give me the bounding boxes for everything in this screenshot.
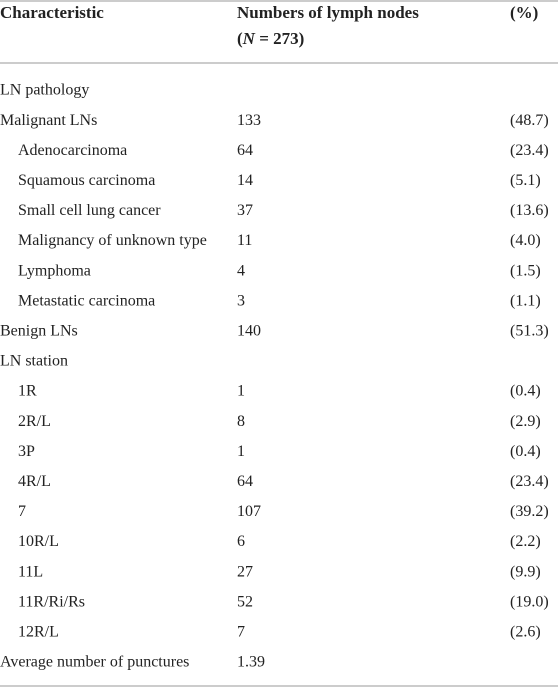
cell: (4.0) xyxy=(510,232,541,249)
cell: 10R/L xyxy=(18,533,59,550)
header-part: ( xyxy=(237,29,243,48)
cell: (1.1) xyxy=(510,292,541,309)
cell: 64 xyxy=(237,473,253,490)
cell: (1.5) xyxy=(510,262,541,279)
header-cell: Numbers of lymph nodes xyxy=(237,3,419,22)
cell: 11L xyxy=(18,563,43,580)
cell: 14 xyxy=(237,172,253,189)
header-part: N xyxy=(242,29,256,48)
cell: Metastatic carcinoma xyxy=(18,292,155,309)
cell: (23.4) xyxy=(510,142,549,159)
cell: LN station xyxy=(0,353,68,370)
header-cell: Characteristic xyxy=(0,3,104,22)
cell: (9.9) xyxy=(510,563,541,580)
cell: 7 xyxy=(237,623,245,640)
cell: (0.4) xyxy=(510,443,541,460)
cell: LN pathology xyxy=(0,82,89,99)
cell: 7 xyxy=(18,503,26,520)
cell: 52 xyxy=(237,593,253,610)
cell: 27 xyxy=(237,563,253,580)
cell: 1R xyxy=(18,383,37,400)
cell: Lymphoma xyxy=(18,262,91,279)
cell: Small cell lung cancer xyxy=(18,202,161,219)
cell: Benign LNs xyxy=(0,322,78,339)
cell: 107 xyxy=(237,503,261,520)
cell: (0.4) xyxy=(510,383,541,400)
cell: 1 xyxy=(237,443,245,460)
header-cell: (N = 273) xyxy=(237,29,304,48)
cell: (19.0) xyxy=(510,593,549,610)
cell: 2R/L xyxy=(18,413,51,430)
cell: (13.6) xyxy=(510,202,549,219)
cell: (51.3) xyxy=(510,322,549,339)
cell: 8 xyxy=(237,413,245,430)
cell: 140 xyxy=(237,322,261,339)
cell: (23.4) xyxy=(510,473,549,490)
cell: Malignancy of unknown type xyxy=(18,232,207,249)
cell: 3 xyxy=(237,292,245,309)
cell: Average number of punctures xyxy=(0,654,189,671)
cell: Malignant LNs xyxy=(0,112,97,129)
cell: 12R/L xyxy=(18,623,59,640)
cell: 11 xyxy=(237,232,252,249)
cell: 6 xyxy=(237,533,245,550)
cell: 1.39 xyxy=(237,654,265,671)
cell: 11R/Ri/Rs xyxy=(18,593,85,610)
cell: (2.2) xyxy=(510,533,541,550)
header-part: = 273) xyxy=(255,29,304,48)
cell: 4R/L xyxy=(18,473,51,490)
cell: 3P xyxy=(18,443,35,460)
cell: Squamous carcinoma xyxy=(18,172,155,189)
cell: (5.1) xyxy=(510,172,541,189)
cell: 133 xyxy=(237,112,261,129)
cell: 64 xyxy=(237,142,253,159)
cell: 4 xyxy=(237,262,245,279)
header-cell: (%) xyxy=(510,3,538,22)
cell: (2.6) xyxy=(510,623,541,640)
cell: (48.7) xyxy=(510,112,549,129)
cell: 1 xyxy=(237,383,245,400)
cell: 37 xyxy=(237,202,253,219)
cell: Adenocarcinoma xyxy=(18,142,127,159)
cell: (2.9) xyxy=(510,413,541,430)
cell: (39.2) xyxy=(510,503,549,520)
